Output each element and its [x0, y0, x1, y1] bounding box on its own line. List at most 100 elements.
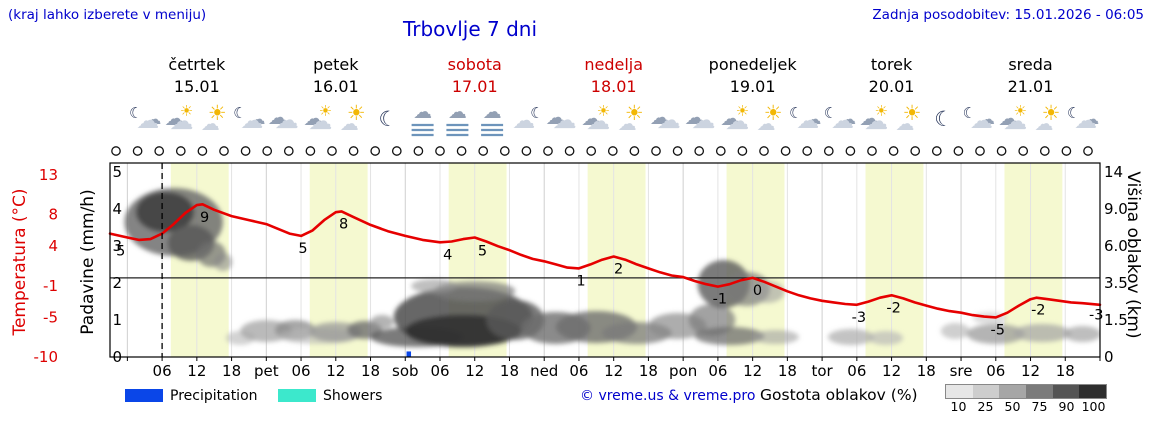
svg-text:☁: ☁ — [692, 106, 716, 134]
weather-icon-cloud-sun: ☀☁☁ — [859, 102, 888, 135]
symbol-circle — [1061, 146, 1072, 156]
x-axis-label: 12 — [465, 362, 484, 380]
svg-text:☀: ☀ — [764, 101, 783, 125]
x-axis-label: 12 — [882, 362, 901, 380]
x-axis-label: sre — [950, 362, 973, 380]
temperature-value-label: 9 — [200, 210, 209, 226]
cloud-height-tick: 14 — [1104, 163, 1123, 181]
cloud-blob — [868, 331, 904, 345]
weather-icon-cloud-sun: ☀☁☁ — [581, 102, 610, 135]
temperature-value-label: -3 — [852, 310, 866, 326]
temperature-tick: -1 — [43, 277, 58, 295]
svg-text:☀: ☀ — [902, 101, 921, 125]
svg-text:☀: ☀ — [347, 101, 366, 125]
day-name: nedelja — [584, 55, 643, 74]
symbol-circle — [219, 146, 229, 156]
symbol-circle — [694, 146, 705, 156]
cloud-density-scale — [945, 384, 1107, 399]
svg-text:☁: ☁ — [1034, 113, 1053, 135]
x-axis-label: sob — [392, 362, 419, 380]
svg-text:☀: ☀ — [1041, 101, 1060, 125]
svg-text:☁: ☁ — [806, 110, 821, 128]
svg-text:☁: ☁ — [757, 113, 776, 135]
weather-icon-sun-cloud: ☀☁ — [1034, 101, 1060, 135]
density-scale-segment — [972, 385, 1000, 398]
weather-icon-cloud-sun: ☀☁☁ — [720, 102, 749, 135]
x-axis-label: 18 — [361, 362, 380, 380]
cloud-blob — [136, 192, 194, 232]
cloud-height-tick: 0 — [1104, 348, 1114, 366]
svg-text:☀: ☀ — [874, 102, 887, 120]
symbol-circle — [348, 146, 359, 156]
symbol-circle — [175, 146, 186, 156]
symbol-circle — [996, 146, 1007, 156]
svg-text:☀: ☀ — [597, 102, 610, 120]
temperature-value-label: 5 — [478, 243, 487, 259]
svg-text:☁: ☁ — [581, 106, 601, 130]
precip-and-height-ticks: 5 144 9.03 6.02 3.51 1.50 0 — [112, 163, 1127, 366]
svg-text:☁: ☁ — [170, 107, 194, 135]
symbol-circle — [478, 146, 489, 156]
density-scale-segment — [946, 385, 973, 398]
temperature-value-label: -2 — [1031, 303, 1045, 319]
svg-text:☁: ☁ — [831, 108, 854, 134]
cloud-blob — [1064, 326, 1100, 342]
svg-text:☁: ☁ — [998, 106, 1018, 130]
temperature-value-label: 5 — [298, 241, 307, 257]
symbol-circle — [327, 146, 337, 156]
weather-icon-moon-cloud: ☾ ☁☁ — [824, 104, 856, 134]
temperature-value-label: 4 — [443, 247, 452, 263]
symbol-circle — [305, 146, 316, 156]
x-axis-label: 18 — [639, 362, 658, 380]
svg-text:☁: ☁ — [895, 113, 914, 135]
temperature-tick: -5 — [43, 308, 58, 326]
cloud-blob — [940, 323, 970, 339]
density-scale-segment — [999, 385, 1027, 398]
x-axis-label: 06 — [292, 362, 311, 380]
day-date: 19.01 — [730, 77, 776, 96]
svg-text:☾: ☾ — [824, 104, 837, 122]
weather-icons-row: ☾ ☁☁ ☀☁☁ ☀☁ ☾ ☁☁ ☁☁ ☀☁☁ ☀☁ ☾ ☁ ☁ ☁ ☾☁ ☁☁ ☀☁☁ ☀☁ ☁☁ ☁☁ ☀☁☁ ☀☁… — [129, 101, 1099, 137]
temperature-value-label: 0 — [753, 283, 762, 299]
cloud-blob — [752, 330, 799, 344]
weather-icon-moon: ☾ — [378, 107, 397, 131]
svg-text:☁: ☁ — [165, 106, 185, 130]
cloud-height-tick: 3.5 — [1104, 274, 1128, 292]
symbol-circle — [499, 146, 510, 156]
symbol-circle — [1083, 146, 1093, 156]
symbol-circle — [370, 146, 381, 156]
weather-icon-fog: ☁ — [411, 101, 434, 137]
x-axis-label: 06 — [986, 362, 1005, 380]
symbol-circle — [111, 146, 121, 156]
svg-text:☀: ☀ — [180, 102, 193, 120]
symbol-circle — [975, 146, 985, 156]
weather-icon-moon-cloud: ☾ ☁☁ — [789, 104, 821, 134]
svg-text:☁: ☁ — [864, 107, 888, 135]
cloud-blob — [966, 324, 1025, 344]
cloud-density-legend-label: Gostota oblakov (%) — [760, 386, 918, 404]
cloud-blob — [213, 253, 233, 271]
weather-icon-fog: ☁ — [481, 101, 504, 137]
credit-link[interactable]: © vreme.us & vreme.pro — [580, 388, 756, 404]
svg-text:☁: ☁ — [308, 107, 332, 135]
symbol-circle — [888, 146, 899, 156]
precipitation-tick: 4 — [112, 200, 122, 218]
precipitation-tick: 2 — [112, 274, 122, 292]
temperature-value-label: -3 — [1089, 307, 1103, 323]
day-name: četrtek — [168, 55, 226, 74]
weather-icon-fog: ☁ — [446, 101, 469, 137]
weather-icon-cloud: ☁☁ — [546, 105, 577, 134]
symbol-circle — [413, 146, 424, 156]
svg-text:☀: ☀ — [208, 101, 227, 125]
symbol-circle — [132, 146, 143, 156]
day-name: sreda — [1008, 55, 1052, 74]
svg-text:☾: ☾ — [1067, 104, 1080, 122]
cloud-height-tick: 1.5 — [1104, 311, 1128, 329]
symbol-circle — [953, 146, 964, 156]
symbol-circle — [780, 146, 791, 156]
symbol-circle — [391, 146, 402, 156]
temperature-value-label: 2 — [614, 262, 623, 278]
svg-text:☾: ☾ — [233, 104, 246, 122]
svg-text:☁: ☁ — [841, 110, 856, 128]
